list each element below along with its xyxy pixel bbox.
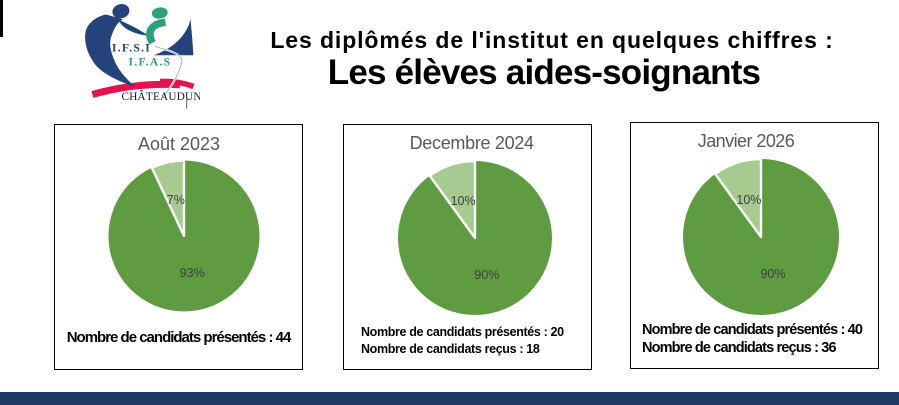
- svg-text:I.F.A.S: I.F.A.S: [129, 57, 172, 69]
- svg-text:CHÂTEAUDUN: CHÂTEAUDUN: [122, 91, 201, 103]
- svg-text:I.F.S.I: I.F.S.I: [112, 43, 151, 55]
